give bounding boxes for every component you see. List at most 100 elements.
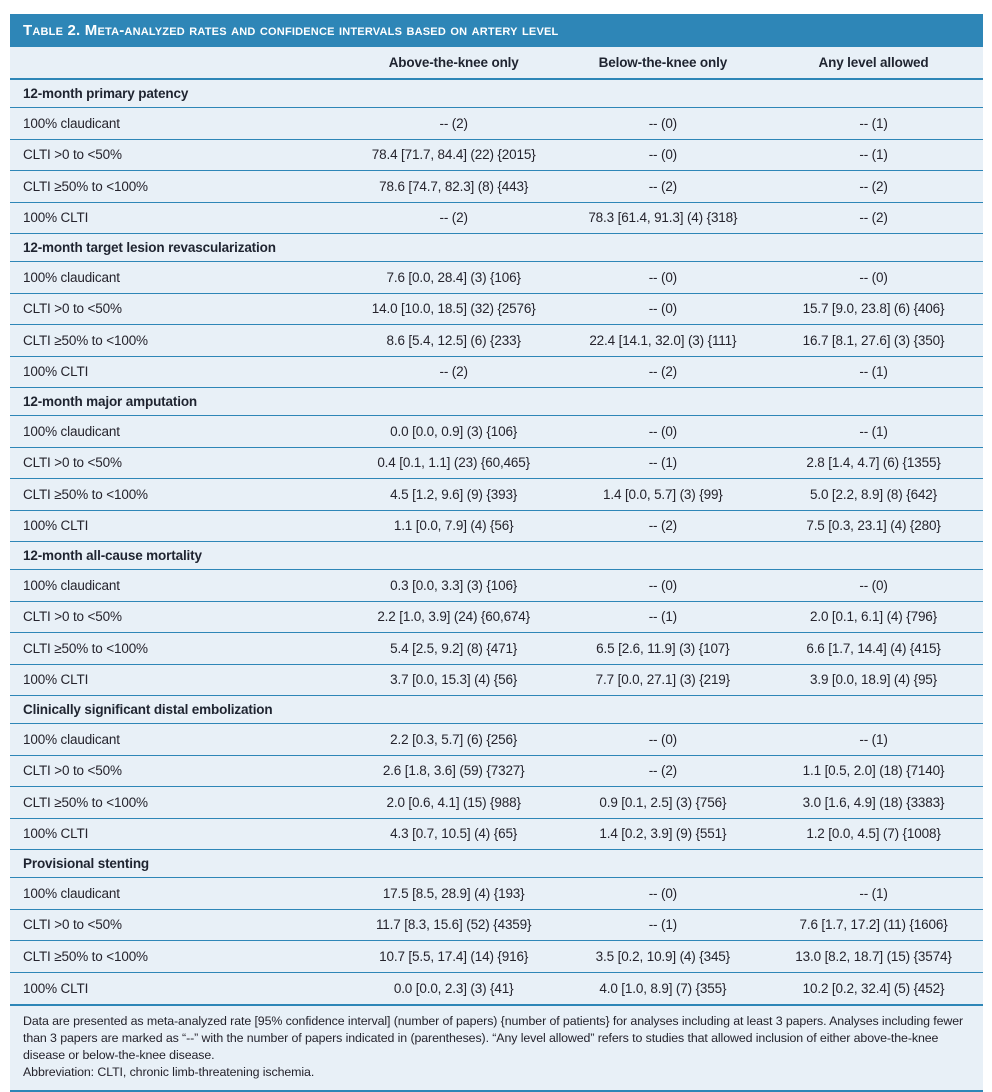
row-label: CLTI ≥50% to <100% xyxy=(10,478,346,511)
section-header-row: 12-month major amputation xyxy=(10,387,983,416)
value-cell: -- (2) xyxy=(561,755,765,787)
value-cell: -- (1) xyxy=(561,447,765,479)
table-row: 100% claudicant 0.3 [0.0, 3.3] (3) {106} -… xyxy=(10,569,983,602)
table-row: CLTI >0 to <50% 2.2 [1.0, 3.9] (24) {60,6… xyxy=(10,601,983,633)
value-cell: -- (0) xyxy=(561,415,765,448)
table-row: CLTI >0 to <50% 2.6 [1.8, 3.6] (59) {7327… xyxy=(10,755,983,787)
value-cell: 7.5 [0.3, 23.1] (4) {280} xyxy=(764,510,983,542)
value-cell: 11.7 [8.3, 15.6] (52) {4359} xyxy=(345,909,562,941)
value-cell: -- (2) xyxy=(345,202,562,234)
value-cell: 7.6 [0.0, 28.4] (3) {106} xyxy=(345,261,562,294)
row-label: CLTI ≥50% to <100% xyxy=(10,324,346,357)
row-label: CLTI ≥50% to <100% xyxy=(10,170,346,203)
row-label: CLTI ≥50% to <100% xyxy=(10,632,346,665)
value-cell: 78.4 [71.7, 84.4] (22) {2015} xyxy=(345,139,562,171)
value-cell: 10.7 [5.5, 17.4] (14) {916} xyxy=(345,940,562,973)
value-cell: -- (1) xyxy=(764,723,983,756)
section-header-label: Clinically significant distal embolizati… xyxy=(10,695,983,724)
section-header-row: 12-month primary patency xyxy=(10,79,983,108)
value-cell: -- (0) xyxy=(561,877,765,910)
value-cell: -- (0) xyxy=(561,107,765,140)
table-row: CLTI ≥50% to <100% 8.6 [5.4, 12.5] (6) {2… xyxy=(10,324,983,357)
section-header-label: Provisional stenting xyxy=(10,849,983,878)
value-cell: -- (0) xyxy=(561,293,765,325)
section-header-row: Provisional stenting xyxy=(10,849,983,878)
value-cell: -- (0) xyxy=(561,261,765,294)
value-cell: 5.4 [2.5, 9.2] (8) {471} xyxy=(345,632,562,665)
value-cell: -- (2) xyxy=(561,510,765,542)
value-cell: 10.2 [0.2, 32.4] (5) {452} xyxy=(802,980,945,996)
value-cell: 2.2 [1.0, 3.9] (24) {60,674} xyxy=(345,601,562,633)
table-row: 100% claudicant 2.2 [0.3, 5.7] (6) {256} -… xyxy=(10,723,983,756)
row-label: 100% CLTI xyxy=(10,202,346,234)
row-label: CLTI ≥50% to <100% xyxy=(10,940,346,973)
artery-level-table: Above-the-knee only Below-the-knee only … xyxy=(10,47,983,1004)
table-row: CLTI ≥50% to <100% 4.5 [1.2, 9.6] (9) {39… xyxy=(10,478,983,511)
column-header-row: Above-the-knee only Below-the-knee only … xyxy=(10,47,983,80)
value-cell: 0.0 [0.0, 2.3] (3) {41} xyxy=(393,980,514,996)
value-cell: -- (2) xyxy=(561,170,765,203)
value-cell: 13.0 [8.2, 18.7] (15) {3574} xyxy=(764,940,983,973)
footnote-data-description: Data are presented as meta-analyzed rate… xyxy=(23,1013,964,1062)
value-cell: -- (0) xyxy=(561,139,765,171)
value-cell: 4.0 [1.0, 8.9] (7) {355} xyxy=(599,980,727,996)
value-cell: -- (1) xyxy=(764,415,983,448)
value-cell: -- (0) xyxy=(764,569,983,602)
row-label: CLTI >0 to <50% xyxy=(10,755,346,787)
table-footnotes: Data are presented as meta-analyzed rate… xyxy=(10,1003,983,1092)
value-cell: 0.0 [0.0, 0.9] (3) {106} xyxy=(345,415,562,448)
value-cell: -- (1) xyxy=(561,601,765,633)
column-header-below-the-knee: Below-the-knee only xyxy=(561,47,765,80)
value-cell: 78.3 [61.4, 91.3] (4) {318} xyxy=(561,202,765,234)
row-label: 100% claudicant xyxy=(10,723,346,756)
value-cell: 14.0 [10.0, 18.5] (32) {2576} xyxy=(345,293,562,325)
value-cell: 2.8 [1.4, 4.7] (6) {1355} xyxy=(764,447,983,479)
value-cell: 1.1 [0.0, 7.9] (4) {56} xyxy=(345,510,562,542)
row-label: 100% claudicant xyxy=(10,261,346,294)
value-cell: 22.4 [14.1, 32.0] (3) {111} xyxy=(561,324,765,357)
row-label: 100% CLTI xyxy=(10,510,346,542)
section-header-label: 12-month target lesion revascularization xyxy=(10,233,983,262)
value-cell: 8.6 [5.4, 12.5] (6) {233} xyxy=(345,324,562,357)
value-cell: 6.6 [1.7, 14.4] (4) {415} xyxy=(764,632,983,665)
value-cell: 3.7 [0.0, 15.3] (4) {56} xyxy=(345,664,562,696)
value-cell: -- (2) xyxy=(764,170,983,203)
value-cell: -- (0) xyxy=(764,261,983,294)
footnote-abbreviation: Abbreviation: CLTI, chronic limb-threate… xyxy=(23,1064,315,1079)
row-label: CLTI >0 to <50% xyxy=(10,601,346,633)
value-cell: -- (1) xyxy=(561,909,765,941)
table-row: 100% CLTI 4.3 [0.7, 10.5] (4) {65} 1.4 [0.… xyxy=(10,818,983,850)
table-title-bar: Table 2. Meta-analyzed rates and confide… xyxy=(10,14,983,47)
row-label: 100% CLTI xyxy=(10,818,346,850)
value-cell: 4.5 [1.2, 9.6] (9) {393} xyxy=(345,478,562,511)
table-row: CLTI >0 to <50% 11.7 [8.3, 15.6] (52) {43… xyxy=(10,909,983,941)
section-header-row: 12-month target lesion revascularization xyxy=(10,233,983,262)
table-body: 12-month primary patency 100% claudicant -… xyxy=(10,79,983,1004)
value-cell: 2.2 [0.3, 5.7] (6) {256} xyxy=(345,723,562,756)
row-label: CLTI >0 to <50% xyxy=(10,447,346,479)
value-cell: -- (0) xyxy=(561,569,765,602)
table-row: 100% CLTI -- (2) -- (2) -- (1) xyxy=(10,356,983,388)
section-header-row: Clinically significant distal embolizati… xyxy=(10,695,983,724)
section-header-label: 12-month primary patency xyxy=(10,79,983,108)
row-label: 100% claudicant xyxy=(10,569,346,602)
row-label: 100% CLTI xyxy=(10,664,346,696)
table-row: 100% claudicant 7.6 [0.0, 28.4] (3) {106}… xyxy=(10,261,983,294)
row-label: 100% claudicant xyxy=(10,107,346,140)
column-header-blank xyxy=(10,47,346,80)
row-label: CLTI >0 to <50% xyxy=(10,139,346,171)
table-row: CLTI >0 to <50% 14.0 [10.0, 18.5] (32) {2… xyxy=(10,293,983,325)
value-cell: 3.9 [0.0, 18.9] (4) {95} xyxy=(764,664,983,696)
value-cell: -- (1) xyxy=(764,877,983,910)
value-cell: -- (1) xyxy=(764,107,983,140)
row-label: 100% claudicant xyxy=(10,877,346,910)
table-row: CLTI ≥50% to <100% 2.0 [0.6, 4.1] (15) {9… xyxy=(10,786,983,819)
value-cell: 3.5 [0.2, 10.9] (4) {345} xyxy=(561,940,765,973)
section-header-label: 12-month major amputation xyxy=(10,387,983,416)
column-header-above-the-knee: Above-the-knee only xyxy=(345,47,562,80)
row-label: 100% CLTI xyxy=(10,356,346,388)
value-cell: 4.3 [0.7, 10.5] (4) {65} xyxy=(345,818,562,850)
value-cell: 78.6 [74.7, 82.3] (8) {443} xyxy=(345,170,562,203)
value-cell: 17.5 [8.5, 28.9] (4) {193} xyxy=(345,877,562,910)
